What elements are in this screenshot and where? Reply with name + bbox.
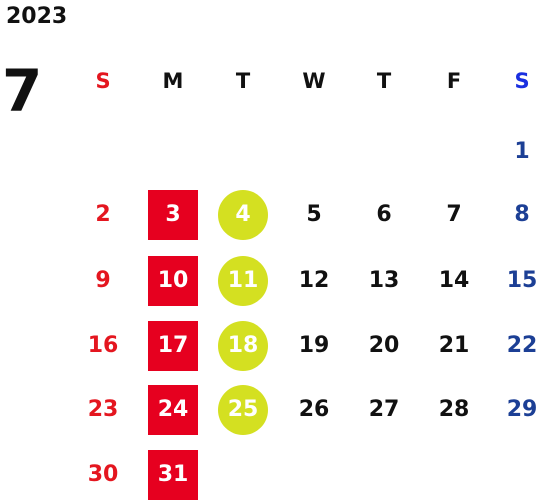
- day-26: 26: [298, 397, 330, 422]
- day-15: 15: [506, 268, 538, 293]
- day-29: 29: [506, 397, 538, 422]
- day-16: 16: [87, 333, 119, 358]
- weekday-header-fri: F: [446, 68, 462, 93]
- day-17: 17: [148, 321, 198, 371]
- day-9: 9: [95, 268, 111, 293]
- day-31: 31: [148, 450, 198, 500]
- day-10: 10: [148, 256, 198, 306]
- weekday-header-tue: T: [235, 68, 251, 93]
- weekday-header-thu: T: [376, 68, 392, 93]
- day-28: 28: [438, 397, 470, 422]
- weekday-header-sun: S: [95, 68, 111, 93]
- day-4: 4: [218, 190, 268, 240]
- day-23: 23: [87, 397, 119, 422]
- month-number: 7: [2, 57, 43, 125]
- day-20: 20: [368, 333, 400, 358]
- day-13: 13: [368, 268, 400, 293]
- day-11: 11: [218, 256, 268, 306]
- day-1: 1: [514, 139, 530, 164]
- year-label: 2023: [6, 4, 68, 29]
- day-21: 21: [438, 333, 470, 358]
- day-30: 30: [87, 462, 119, 487]
- day-27: 27: [368, 397, 400, 422]
- day-2: 2: [95, 202, 111, 227]
- weekday-header-wed: W: [302, 68, 326, 93]
- day-22: 22: [506, 333, 538, 358]
- day-19: 19: [298, 333, 330, 358]
- day-6: 6: [376, 202, 392, 227]
- weekday-header-mon: M: [162, 68, 184, 93]
- day-3: 3: [148, 190, 198, 240]
- day-14: 14: [438, 268, 470, 293]
- weekday-header-sat: S: [514, 68, 530, 93]
- day-5: 5: [306, 202, 322, 227]
- day-12: 12: [298, 268, 330, 293]
- day-18: 18: [218, 321, 268, 371]
- day-7: 7: [446, 202, 462, 227]
- day-25: 25: [218, 385, 268, 435]
- day-8: 8: [514, 202, 530, 227]
- day-24: 24: [148, 385, 198, 435]
